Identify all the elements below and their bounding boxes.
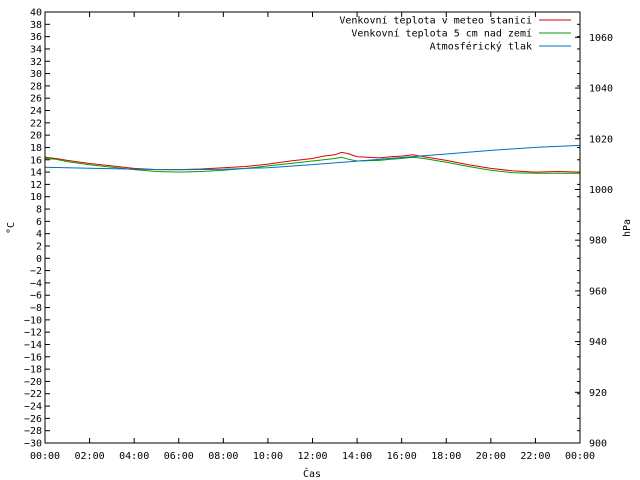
y-tick-label: −14 [24, 340, 42, 351]
x-axis-ticks: 00:00 02:00 04:00 06:00 08:00 10:00 12:00 14:00… [30, 12, 595, 462]
y-tick-label: 34 [30, 44, 42, 55]
y-tick-label: −20 [24, 377, 42, 388]
y-tick-label: 40 [30, 8, 42, 19]
y2-tick-label: 1040 [589, 84, 613, 95]
series-line-1 [44, 151, 581, 173]
y-tick-label: 14 [30, 168, 42, 179]
x-tick-label: 20:00 [476, 451, 506, 462]
x-tick-label: 22:00 [520, 451, 550, 462]
y2-tick-label: 980 [589, 236, 607, 247]
y-axis-label: °C [6, 222, 17, 234]
y-tick-label: 2 [36, 241, 42, 252]
x-tick-label: 16:00 [387, 451, 417, 462]
x-tick-label: 12:00 [297, 451, 327, 462]
y-tick-label: 38 [30, 20, 42, 31]
y-tick-label: −30 [24, 439, 42, 450]
y-tick-label: −18 [24, 365, 42, 376]
y-tick-label: 22 [30, 118, 42, 129]
x-tick-label: 06:00 [164, 451, 194, 462]
series-line-2 [44, 156, 580, 174]
y-tick-label: −28 [24, 426, 42, 437]
x-tick-label: 00:00 [30, 451, 60, 462]
y-tick-label: 18 [30, 143, 42, 154]
y2-tick-label: 960 [589, 286, 607, 297]
y-tick-label: −4 [30, 278, 42, 289]
legend: Venkovní teplota v meteo staniciVenkovní… [339, 15, 571, 53]
legend-label-2: Venkovní teplota 5 cm nad zemí [351, 28, 532, 40]
y-tick-label: −8 [30, 303, 42, 314]
y2-tick-label: 920 [589, 388, 607, 399]
y-tick-label: 32 [30, 57, 42, 68]
legend-label-3: Atmosférický tlak [430, 41, 532, 53]
y-tick-label: 8 [36, 205, 42, 216]
y2-tick-label: 1000 [589, 185, 613, 196]
x-tick-label: 04:00 [119, 451, 149, 462]
y-tick-label: −10 [24, 315, 42, 326]
y2-tick-label: 940 [589, 337, 607, 348]
x-tick-label: 08:00 [208, 451, 238, 462]
y-tick-label: 6 [36, 217, 42, 228]
y-tick-label: 4 [36, 229, 42, 240]
y2-tick-label: 1060 [589, 33, 613, 44]
y-tick-label: 16 [30, 155, 42, 166]
y-tick-label: −12 [24, 328, 42, 339]
y-tick-label: 24 [30, 106, 42, 117]
y-tick-label: 12 [30, 180, 42, 191]
right-axis-ticks: 900 920 940 960 980 1000 1020 1040 1060 [575, 33, 613, 450]
x-tick-label: 02:00 [75, 451, 105, 462]
y-tick-label: −24 [24, 402, 42, 413]
legend-label-1: Venkovní teplota v meteo stanici [339, 15, 532, 27]
x-tick-label: 10:00 [253, 451, 283, 462]
x-tick-label: 14:00 [342, 451, 372, 462]
y-tick-label: 36 [30, 32, 42, 43]
y-tick-label: −2 [30, 266, 42, 277]
y-tick-label: 0 [36, 254, 42, 265]
y-tick-label: −6 [30, 291, 42, 302]
y-tick-label: −16 [24, 352, 42, 363]
y-tick-label: −22 [24, 389, 42, 400]
y-tick-label: 26 [30, 94, 42, 105]
y2-tick-label: 1020 [589, 134, 613, 145]
left-axis-ticks: −30−28−26−24−22−20−18−16−14−12−10−8−6−4−… [24, 8, 580, 450]
y-tick-label: −26 [24, 414, 42, 425]
plot-frame [44, 11, 581, 444]
y-tick-label: 28 [30, 81, 42, 92]
x-tick-label: 18:00 [431, 451, 461, 462]
y-tick-label: 10 [30, 192, 42, 203]
x-tick-label: 00:00 [565, 451, 595, 462]
series-lines [44, 144, 581, 174]
y2-axis-label: hPa [622, 219, 633, 237]
y-tick-label: 30 [30, 69, 42, 80]
y2-tick-label: 900 [589, 439, 607, 450]
series-line-3 [44, 144, 581, 171]
x-axis-label: Čas [303, 467, 321, 480]
y-tick-label: 20 [30, 131, 42, 142]
